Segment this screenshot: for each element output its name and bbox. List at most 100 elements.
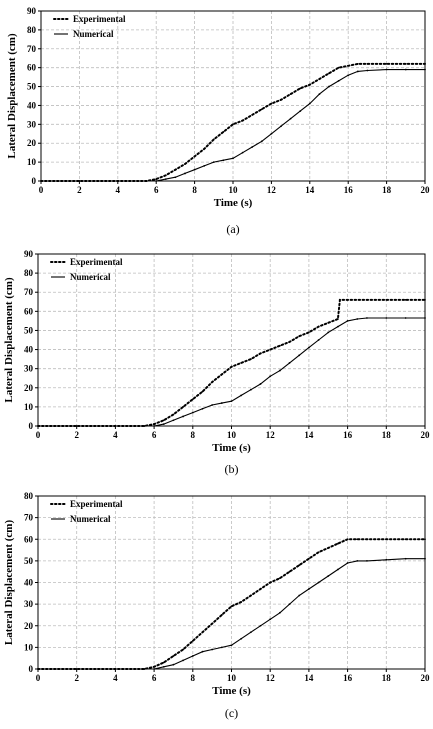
data-point-numerical bbox=[172, 663, 175, 666]
data-point-experimental bbox=[404, 538, 407, 541]
data-point-numerical bbox=[269, 618, 272, 621]
data-point-numerical bbox=[182, 415, 185, 418]
y-tick-label: 10 bbox=[24, 402, 34, 412]
y-tick-label: 60 bbox=[27, 63, 37, 73]
data-point-numerical bbox=[212, 161, 215, 164]
data-point-numerical bbox=[289, 117, 292, 120]
x-tick-label: 4 bbox=[113, 430, 118, 440]
data-point-experimental bbox=[346, 298, 349, 301]
data-point-experimental bbox=[338, 298, 341, 301]
data-point-numerical bbox=[328, 85, 330, 88]
data-point-numerical bbox=[162, 423, 165, 425]
data-point-numerical bbox=[201, 650, 204, 653]
data-point-numerical bbox=[162, 665, 165, 668]
legend-label-numerical: Numerical bbox=[70, 272, 111, 282]
series-line-numerical bbox=[41, 69, 425, 182]
data-point-experimental bbox=[182, 405, 185, 408]
data-point-numerical bbox=[317, 339, 320, 341]
data-point-numerical bbox=[366, 559, 368, 562]
series-line-numerical bbox=[38, 558, 425, 670]
data-point-experimental bbox=[211, 622, 214, 625]
y-axis-title: Lateral Displacement (cm) bbox=[3, 520, 15, 646]
data-point-experimental bbox=[328, 72, 330, 75]
x-tick-label: 20 bbox=[421, 673, 431, 683]
data-point-numerical bbox=[424, 317, 426, 319]
data-point-experimental bbox=[269, 581, 272, 584]
data-point-numerical bbox=[184, 172, 186, 175]
data-point-numerical bbox=[78, 180, 81, 182]
data-point-experimental bbox=[424, 62, 426, 65]
data-point-experimental bbox=[259, 588, 262, 590]
data-point-numerical bbox=[193, 168, 196, 171]
y-tick-label: 80 bbox=[27, 25, 37, 35]
data-point-experimental bbox=[191, 398, 194, 401]
data-point-experimental bbox=[230, 365, 233, 368]
data-point-experimental bbox=[299, 87, 302, 90]
data-point-numerical bbox=[251, 146, 254, 148]
data-point-numerical bbox=[155, 180, 158, 182]
data-point-numerical bbox=[174, 176, 177, 179]
data-point-numerical bbox=[288, 362, 291, 364]
data-point-numerical bbox=[240, 394, 243, 397]
y-axis-title: Lateral Displacement (cm) bbox=[3, 277, 15, 403]
x-tick-label: 18 bbox=[382, 185, 392, 195]
y-tick-label: 0 bbox=[29, 664, 34, 674]
data-point-numerical bbox=[356, 70, 359, 73]
data-point-numerical bbox=[182, 659, 185, 662]
data-point-experimental bbox=[162, 661, 165, 664]
data-point-experimental bbox=[327, 547, 330, 549]
data-point-experimental bbox=[318, 78, 321, 80]
data-point-numerical bbox=[143, 425, 146, 427]
data-point-numerical bbox=[40, 180, 42, 182]
x-tick-label: 12 bbox=[267, 185, 277, 195]
y-tick-label: 10 bbox=[27, 157, 37, 167]
x-tick-label: 14 bbox=[304, 673, 314, 683]
x-tick-label: 14 bbox=[304, 430, 314, 440]
data-point-numerical bbox=[230, 644, 233, 647]
data-point-experimental bbox=[278, 577, 281, 580]
data-point-experimental bbox=[356, 62, 359, 65]
data-point-numerical bbox=[153, 668, 156, 670]
y-tick-label: 30 bbox=[24, 364, 34, 374]
y-tick-label: 20 bbox=[27, 138, 37, 148]
y-tick-label: 70 bbox=[27, 44, 37, 54]
data-point-experimental bbox=[220, 373, 223, 376]
data-point-experimental bbox=[201, 631, 204, 634]
data-point-experimental bbox=[164, 174, 167, 177]
data-point-experimental bbox=[203, 147, 206, 150]
y-tick-label: 50 bbox=[27, 82, 37, 92]
y-tick-label: 60 bbox=[24, 306, 34, 316]
x-tick-label: 4 bbox=[113, 673, 118, 683]
data-point-numerical bbox=[327, 575, 330, 577]
data-point-numerical bbox=[337, 79, 340, 82]
x-tick-label: 20 bbox=[421, 185, 431, 195]
data-point-numerical bbox=[191, 411, 194, 414]
data-point-experimental bbox=[155, 178, 158, 181]
data-point-numerical bbox=[220, 646, 223, 649]
x-tick-label: 6 bbox=[152, 430, 157, 440]
data-point-numerical bbox=[404, 317, 407, 319]
data-point-numerical bbox=[317, 581, 320, 584]
data-point-numerical bbox=[308, 102, 311, 105]
data-point-experimental bbox=[240, 601, 243, 603]
data-point-numerical bbox=[116, 180, 119, 182]
data-point-experimental bbox=[298, 335, 301, 338]
data-point-experimental bbox=[222, 130, 225, 133]
data-point-experimental bbox=[404, 298, 407, 301]
data-point-experimental bbox=[249, 358, 252, 361]
data-point-experimental bbox=[317, 551, 320, 554]
data-point-experimental bbox=[308, 83, 311, 86]
data-point-numerical bbox=[201, 407, 204, 410]
data-point-numerical bbox=[259, 383, 262, 385]
data-point-numerical bbox=[230, 400, 233, 403]
data-point-numerical bbox=[211, 648, 214, 651]
data-point-numerical bbox=[37, 668, 39, 670]
data-point-numerical bbox=[404, 68, 407, 71]
x-tick-label: 6 bbox=[152, 673, 157, 683]
x-tick-label: 8 bbox=[191, 673, 196, 683]
data-point-numerical bbox=[114, 425, 117, 427]
data-point-experimental bbox=[366, 62, 369, 65]
data-point-experimental bbox=[232, 123, 234, 126]
x-tick-label: 10 bbox=[227, 673, 237, 683]
